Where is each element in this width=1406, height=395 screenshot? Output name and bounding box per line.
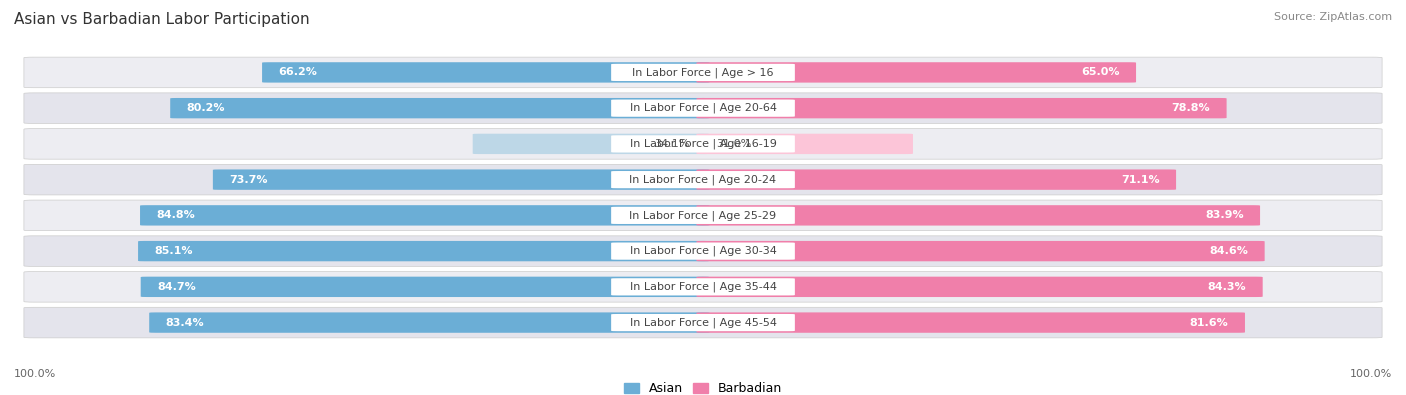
Text: 71.1%: 71.1% <box>1121 175 1160 184</box>
FancyBboxPatch shape <box>612 64 794 81</box>
Text: In Labor Force | Age 25-29: In Labor Force | Age 25-29 <box>630 210 776 221</box>
FancyBboxPatch shape <box>24 236 1382 266</box>
Text: In Labor Force | Age 16-19: In Labor Force | Age 16-19 <box>630 139 776 149</box>
Text: 84.7%: 84.7% <box>157 282 195 292</box>
FancyBboxPatch shape <box>24 93 1382 123</box>
Text: 100.0%: 100.0% <box>14 369 56 379</box>
FancyBboxPatch shape <box>612 278 794 295</box>
Text: In Labor Force | Age 20-24: In Labor Force | Age 20-24 <box>630 174 776 185</box>
FancyBboxPatch shape <box>24 129 1382 159</box>
Text: 83.9%: 83.9% <box>1205 211 1244 220</box>
FancyBboxPatch shape <box>24 307 1382 338</box>
FancyBboxPatch shape <box>612 135 794 152</box>
FancyBboxPatch shape <box>612 207 794 224</box>
Text: 84.8%: 84.8% <box>156 211 195 220</box>
Text: 83.4%: 83.4% <box>166 318 204 327</box>
FancyBboxPatch shape <box>696 98 1226 118</box>
Text: 78.8%: 78.8% <box>1171 103 1211 113</box>
FancyBboxPatch shape <box>170 98 710 118</box>
FancyBboxPatch shape <box>612 243 794 260</box>
Text: In Labor Force | Age > 16: In Labor Force | Age > 16 <box>633 67 773 78</box>
FancyBboxPatch shape <box>262 62 710 83</box>
Text: 85.1%: 85.1% <box>155 246 193 256</box>
FancyBboxPatch shape <box>24 200 1382 231</box>
FancyBboxPatch shape <box>149 312 710 333</box>
FancyBboxPatch shape <box>141 276 710 297</box>
Text: 66.2%: 66.2% <box>278 68 318 77</box>
FancyBboxPatch shape <box>696 312 1244 333</box>
Text: In Labor Force | Age 20-64: In Labor Force | Age 20-64 <box>630 103 776 113</box>
Text: Asian vs Barbadian Labor Participation: Asian vs Barbadian Labor Participation <box>14 12 309 27</box>
FancyBboxPatch shape <box>696 169 1175 190</box>
FancyBboxPatch shape <box>696 205 1260 226</box>
FancyBboxPatch shape <box>212 169 710 190</box>
Text: In Labor Force | Age 30-34: In Labor Force | Age 30-34 <box>630 246 776 256</box>
FancyBboxPatch shape <box>696 241 1264 261</box>
Text: In Labor Force | Age 35-44: In Labor Force | Age 35-44 <box>630 282 776 292</box>
Text: 31.0%: 31.0% <box>716 139 751 149</box>
FancyBboxPatch shape <box>612 100 794 117</box>
FancyBboxPatch shape <box>612 314 794 331</box>
Text: 65.0%: 65.0% <box>1081 68 1119 77</box>
FancyBboxPatch shape <box>696 276 1263 297</box>
Text: In Labor Force | Age 45-54: In Labor Force | Age 45-54 <box>630 317 776 328</box>
Legend: Asian, Barbadian: Asian, Barbadian <box>624 382 782 395</box>
FancyBboxPatch shape <box>612 171 794 188</box>
FancyBboxPatch shape <box>24 57 1382 88</box>
Text: 34.1%: 34.1% <box>655 139 690 149</box>
Text: 73.7%: 73.7% <box>229 175 267 184</box>
Text: 84.3%: 84.3% <box>1208 282 1246 292</box>
FancyBboxPatch shape <box>696 134 912 154</box>
Text: 80.2%: 80.2% <box>187 103 225 113</box>
FancyBboxPatch shape <box>696 62 1136 83</box>
Text: 84.6%: 84.6% <box>1209 246 1249 256</box>
Text: 100.0%: 100.0% <box>1350 369 1392 379</box>
FancyBboxPatch shape <box>24 272 1382 302</box>
Text: Source: ZipAtlas.com: Source: ZipAtlas.com <box>1274 12 1392 22</box>
FancyBboxPatch shape <box>138 241 710 261</box>
FancyBboxPatch shape <box>472 134 710 154</box>
FancyBboxPatch shape <box>24 164 1382 195</box>
Text: 81.6%: 81.6% <box>1189 318 1229 327</box>
FancyBboxPatch shape <box>141 205 710 226</box>
